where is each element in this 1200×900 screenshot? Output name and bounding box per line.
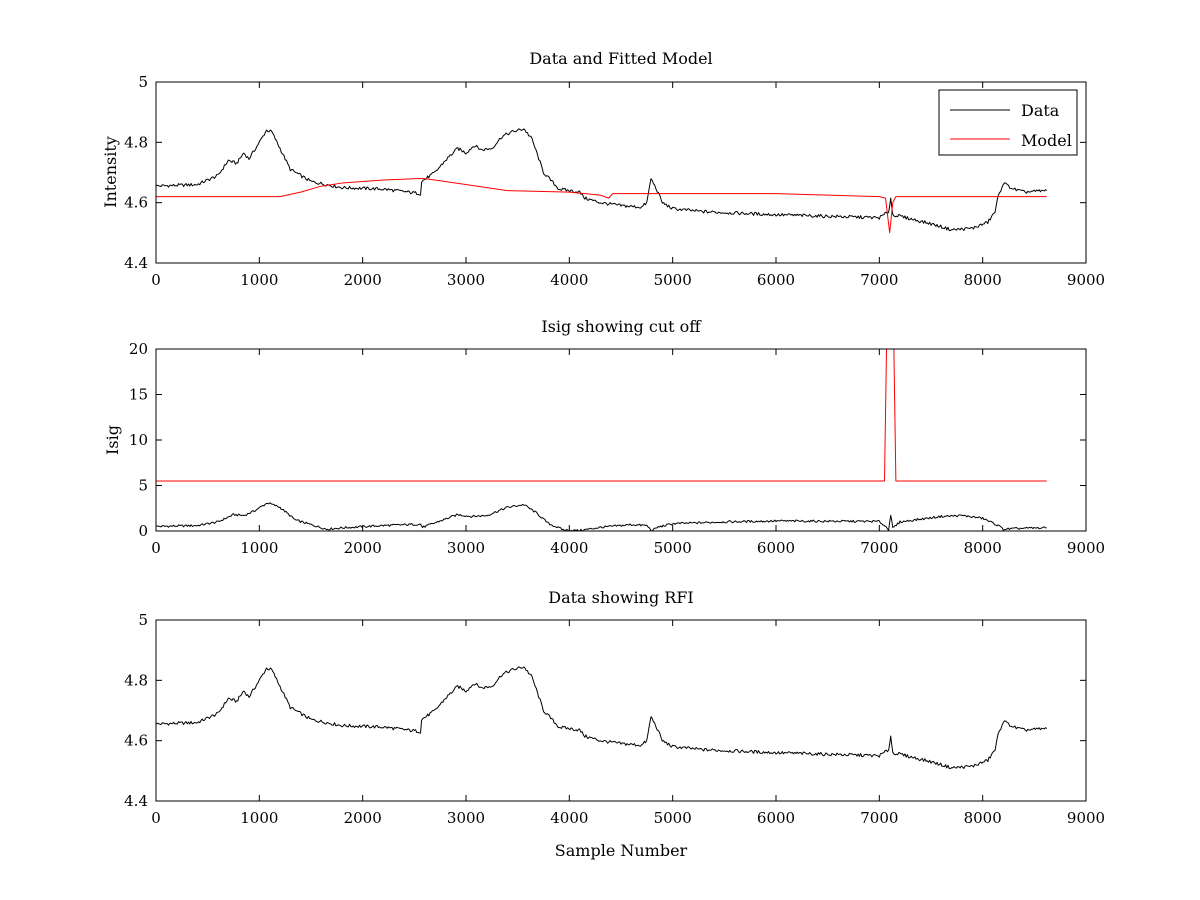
x-tick-label: 4000 xyxy=(550,539,588,557)
x-tick-label: 4000 xyxy=(550,809,588,827)
x-tick-label: 0 xyxy=(151,809,161,827)
panel-isig-cutoff: Isig showing cut off Isig 0 1000 2000 3000 4… xyxy=(103,317,1105,557)
x-tick-label: 7000 xyxy=(860,539,898,557)
series-line-model xyxy=(156,178,1047,234)
panel-data-rfi: Data showing RFI 0 1000 2000 3000 4000 5000 60… xyxy=(124,588,1105,860)
x-tick-label: 6000 xyxy=(757,271,795,289)
legend-label-data: Data xyxy=(1021,101,1060,120)
x-tick-label: 1000 xyxy=(240,539,278,557)
y-tick-label: 5 xyxy=(138,477,148,495)
x-tick-label: 4000 xyxy=(550,271,588,289)
x-axis-label: Sample Number xyxy=(555,841,688,860)
series-line-black xyxy=(156,666,1048,770)
x-tick-label: 2000 xyxy=(344,809,382,827)
legend: Data Model xyxy=(938,89,1078,156)
series-layer xyxy=(156,349,1047,531)
plot-frame xyxy=(155,619,1087,802)
x-tick-label: 8000 xyxy=(964,271,1002,289)
x-tick-label: 1000 xyxy=(240,809,278,827)
y-tick-label: 5 xyxy=(138,73,148,91)
y-tick-label: 15 xyxy=(129,386,148,404)
x-tick-label: 9000 xyxy=(1067,809,1105,827)
series-layer xyxy=(156,666,1048,770)
series-layer xyxy=(156,128,1048,234)
ticks-layer: 0 1000 2000 3000 4000 5000 6000 7000 8000 9000 0 5 1… xyxy=(129,340,1105,557)
panel-title: Isig showing cut off xyxy=(541,317,702,336)
x-tick-label: 9000 xyxy=(1067,539,1105,557)
ticks-layer: 0 1000 2000 3000 4000 5000 6000 7000 8000 9000 4.4… xyxy=(124,611,1105,827)
y-tick-label: 10 xyxy=(129,431,148,449)
legend-box xyxy=(938,89,1078,156)
y-tick-label: 4.6 xyxy=(124,194,148,212)
x-tick-label: 5000 xyxy=(654,809,692,827)
x-tick-label: 2000 xyxy=(344,271,382,289)
x-tick-label: 8000 xyxy=(964,539,1002,557)
x-tick-label: 5000 xyxy=(654,271,692,289)
x-tick-label: 6000 xyxy=(757,539,795,557)
x-tick-label: 9000 xyxy=(1067,271,1105,289)
legend-label-model: Model xyxy=(1021,131,1072,150)
y-tick-label: 4.4 xyxy=(124,792,148,810)
x-tick-label: 7000 xyxy=(860,809,898,827)
x-tick-label: 3000 xyxy=(447,809,485,827)
x-tick-label: 1000 xyxy=(240,271,278,289)
x-tick-label: 2000 xyxy=(344,539,382,557)
x-tick-label: 5000 xyxy=(654,539,692,557)
y-tick-label: 4.6 xyxy=(124,732,148,750)
y-axis-label: Intensity xyxy=(101,136,120,208)
panel-title: Data and Fitted Model xyxy=(529,49,712,68)
panel-title: Data showing RFI xyxy=(548,588,693,607)
x-tick-label: 0 xyxy=(151,271,161,289)
y-tick-label: 4.8 xyxy=(124,671,148,689)
series-line-data xyxy=(156,128,1048,232)
y-tick-label: 0 xyxy=(138,522,148,540)
x-tick-label: 3000 xyxy=(447,539,485,557)
x-tick-label: 6000 xyxy=(757,809,795,827)
ticks-layer: 0 1000 2000 3000 4000 5000 6000 7000 8000 9000 4.4… xyxy=(124,73,1105,289)
series-line-black xyxy=(156,502,1047,531)
panel-data-and-model: Data and Fitted Model Intensity 0 1000 200… xyxy=(101,49,1105,289)
y-tick-label: 4.8 xyxy=(124,133,148,151)
x-tick-label: 7000 xyxy=(860,271,898,289)
y-tick-label: 20 xyxy=(129,340,148,358)
y-axis-label: Isig xyxy=(103,425,122,455)
series-line-red xyxy=(156,349,1047,482)
x-tick-label: 0 xyxy=(151,539,161,557)
x-tick-label: 3000 xyxy=(447,271,485,289)
y-tick-label: 4.4 xyxy=(124,254,148,272)
y-tick-label: 5 xyxy=(138,611,148,629)
plot-frame xyxy=(155,348,1087,532)
plot-frame xyxy=(155,81,1087,264)
x-tick-label: 8000 xyxy=(964,809,1002,827)
